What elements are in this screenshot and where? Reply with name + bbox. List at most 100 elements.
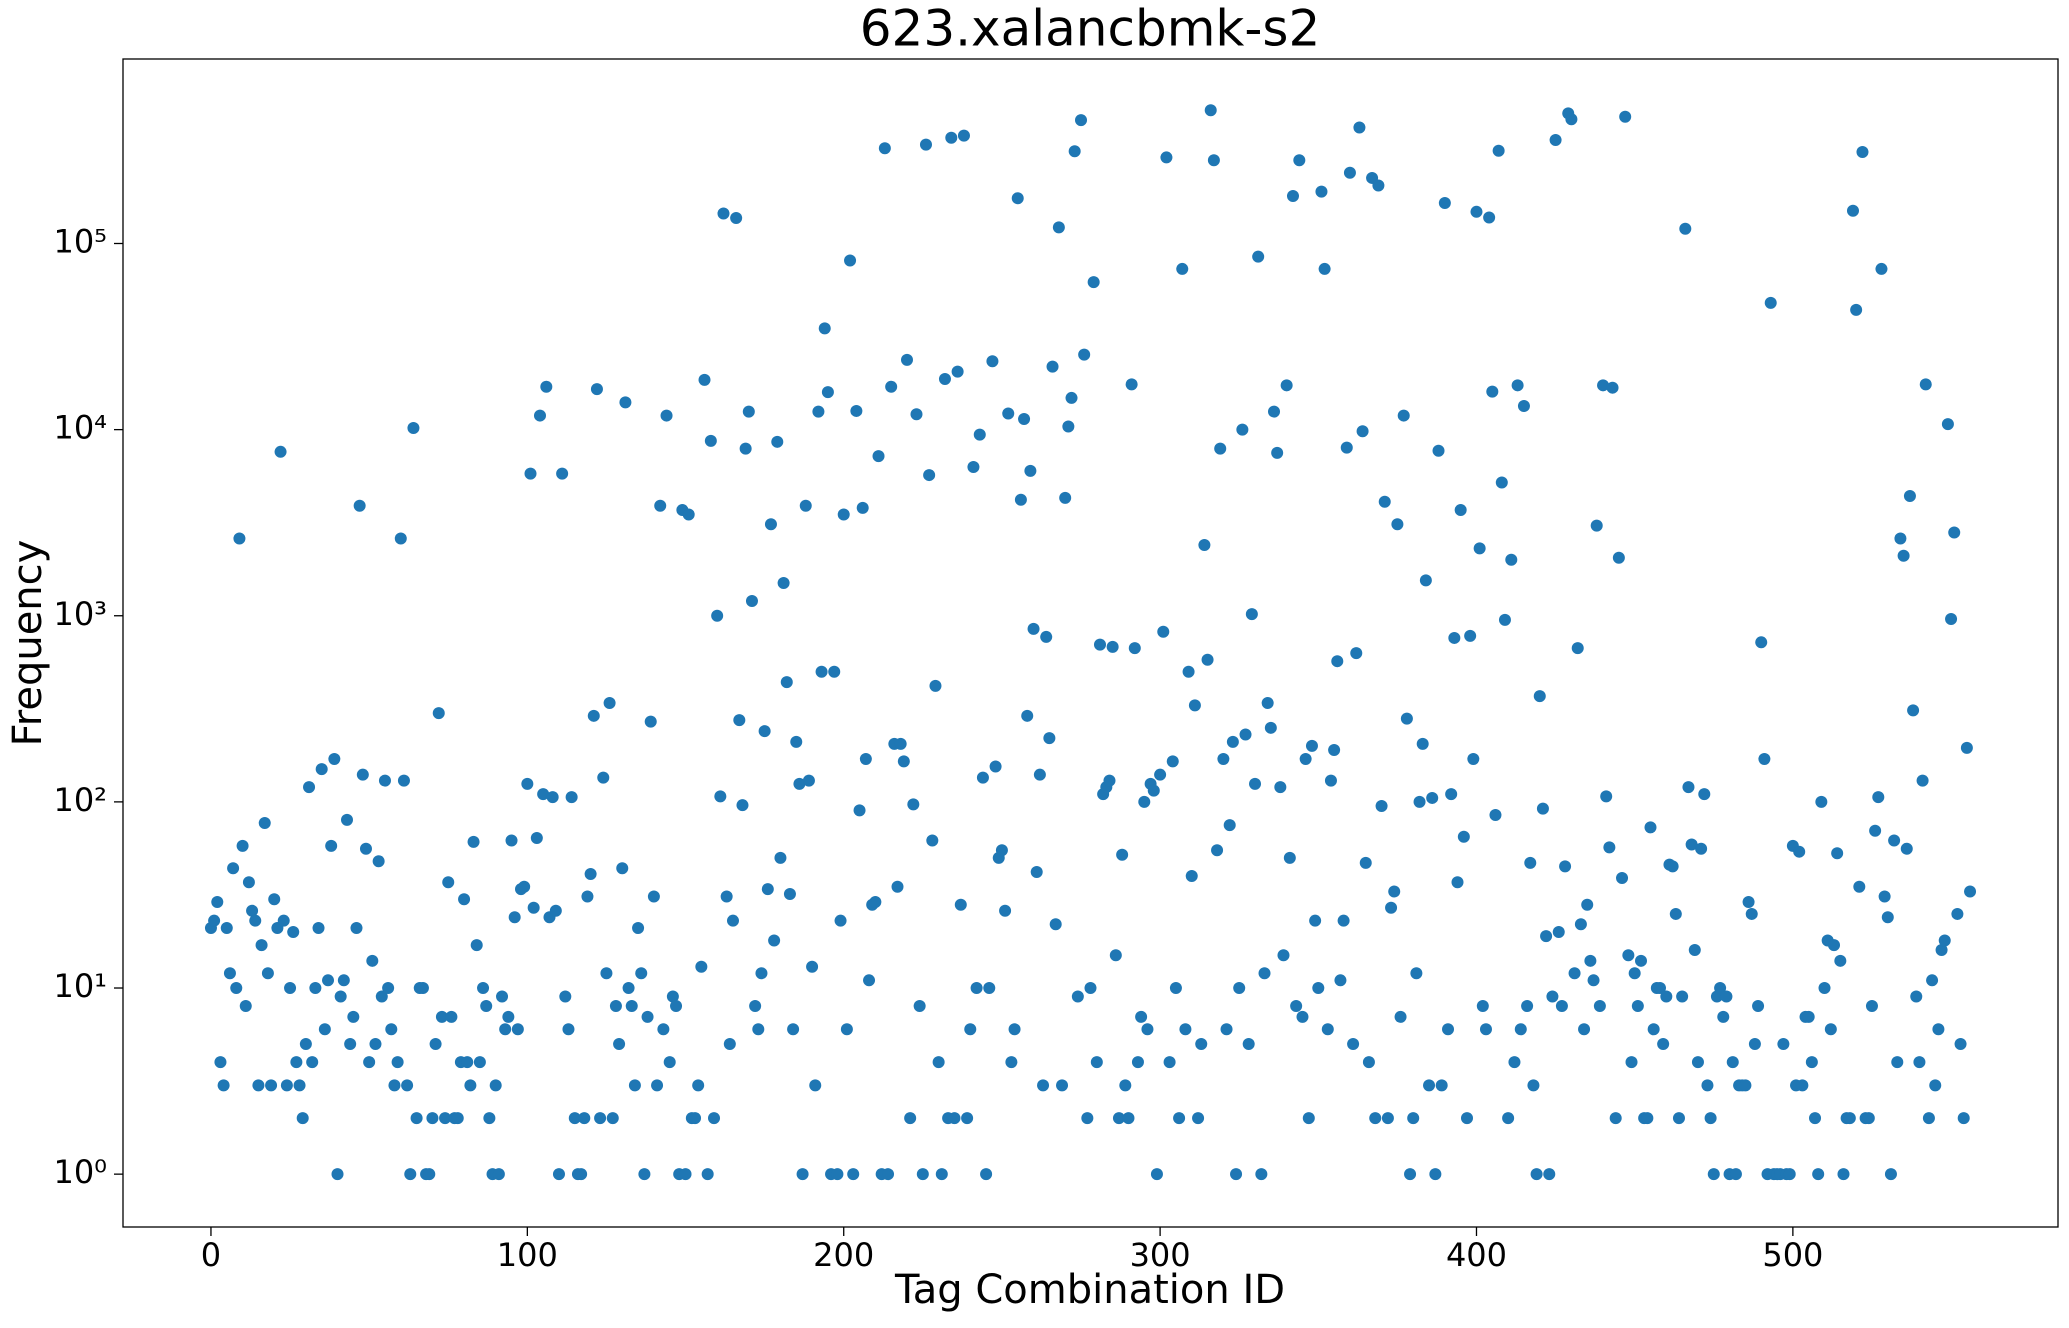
scatter-point <box>581 890 594 903</box>
scatter-point <box>1546 990 1559 1003</box>
scatter-point <box>1163 1056 1176 1069</box>
scatter-point <box>641 1010 654 1023</box>
scatter-point <box>651 1079 664 1092</box>
scatter-point <box>590 383 603 396</box>
scatter-point <box>1252 250 1265 263</box>
scatter-point <box>1239 728 1252 741</box>
y-axis-label: Frequency <box>5 540 51 747</box>
scatter-point <box>1052 221 1065 234</box>
scatter-point <box>562 1023 575 1036</box>
scatter-point <box>603 696 616 709</box>
scatter-point <box>1612 551 1625 564</box>
scatter-point <box>774 851 787 864</box>
scatter-point <box>1407 1112 1420 1125</box>
scatter-point <box>771 435 784 448</box>
scatter-point <box>1207 154 1220 167</box>
scatter-point <box>1438 197 1451 210</box>
scatter-point <box>1739 1079 1752 1092</box>
scatter-point <box>1087 276 1100 289</box>
scatter-point <box>1056 1079 1069 1092</box>
scatter-point <box>1359 856 1372 869</box>
scatter-point <box>533 409 546 422</box>
scatter-point <box>689 1112 702 1125</box>
scatter-point <box>929 679 942 692</box>
scatter-point <box>546 791 559 804</box>
scatter-point <box>1271 446 1284 459</box>
scatter-point <box>1388 885 1401 898</box>
scatter-point <box>1945 613 1958 626</box>
scatter-point <box>1188 699 1201 712</box>
scatter-point <box>1559 860 1572 873</box>
scatter-point <box>407 422 420 435</box>
scatter-point <box>755 967 768 980</box>
scatter-point <box>461 1056 474 1069</box>
scatter-point <box>1220 1023 1233 1036</box>
scatter-point <box>1574 918 1587 931</box>
scatter-point <box>1138 795 1151 808</box>
scatter-point <box>1258 967 1271 980</box>
scatter-point <box>236 839 249 852</box>
scatter-point <box>1302 1112 1315 1125</box>
scatter-point <box>945 131 958 144</box>
scatter-point <box>1862 1112 1875 1125</box>
scatter-point <box>1135 1010 1148 1023</box>
scatter-point <box>891 880 904 893</box>
scatter-point <box>1385 901 1398 914</box>
scatter-point <box>394 532 407 545</box>
scatter-point <box>1641 1112 1654 1125</box>
scatter-point <box>919 138 932 151</box>
scatter-point <box>1831 847 1844 860</box>
scatter-point <box>932 1056 945 1069</box>
scatter-point <box>559 990 572 1003</box>
scatter-point <box>926 834 939 847</box>
scatter-point <box>211 895 224 908</box>
scatter-point <box>717 207 730 220</box>
y-tick-label: 10⁵ <box>53 222 107 260</box>
scatter-point <box>1960 741 1973 754</box>
scatter-point <box>1846 204 1859 217</box>
scatter-point <box>318 1023 331 1036</box>
scatter-point <box>701 1168 714 1181</box>
scatter-point <box>976 771 989 784</box>
scatter-point <box>957 129 970 142</box>
scatter-point <box>761 883 774 896</box>
scatter-point <box>1334 974 1347 987</box>
scatter-point <box>1954 1038 1967 1051</box>
scatter-point <box>1530 1168 1543 1181</box>
scatter-point <box>464 1079 477 1092</box>
scatter-point <box>828 665 841 678</box>
scatter-point <box>878 142 891 155</box>
chart-title: 623.xalancbmk-s2 <box>860 0 1321 58</box>
scatter-point <box>1473 542 1486 555</box>
scatter-point <box>764 518 777 531</box>
scatter-point <box>1672 1112 1685 1125</box>
scatter-point <box>439 1112 452 1125</box>
scatter-point <box>1957 1112 1970 1125</box>
scatter-point <box>331 1168 344 1181</box>
scatter-point <box>530 831 543 844</box>
scatter-point <box>606 1112 619 1125</box>
scatter-point <box>1644 821 1657 834</box>
scatter-point <box>714 790 727 803</box>
scatter-point <box>1600 790 1613 803</box>
scatter-point <box>1122 1112 1135 1125</box>
scatter-point <box>337 974 350 987</box>
scatter-point <box>1631 1000 1644 1013</box>
scatter-point <box>537 788 550 801</box>
scatter-point <box>1378 495 1391 508</box>
scatter-point <box>1593 1000 1606 1013</box>
scatter-point <box>1413 795 1426 808</box>
scatter-point <box>594 1112 607 1125</box>
scatter-point <box>799 499 812 512</box>
scatter-point <box>1625 1056 1638 1069</box>
scatter-point <box>306 1056 319 1069</box>
scatter-point <box>1467 752 1480 765</box>
scatter-point <box>1071 990 1084 1003</box>
scatter-point <box>834 914 847 927</box>
scatter-point <box>416 982 429 995</box>
scatter-point <box>1900 842 1913 855</box>
scatter-point <box>511 1023 524 1036</box>
scatter-point <box>1824 1023 1837 1036</box>
scatter-point <box>1432 444 1445 457</box>
scatter-point <box>818 322 831 335</box>
